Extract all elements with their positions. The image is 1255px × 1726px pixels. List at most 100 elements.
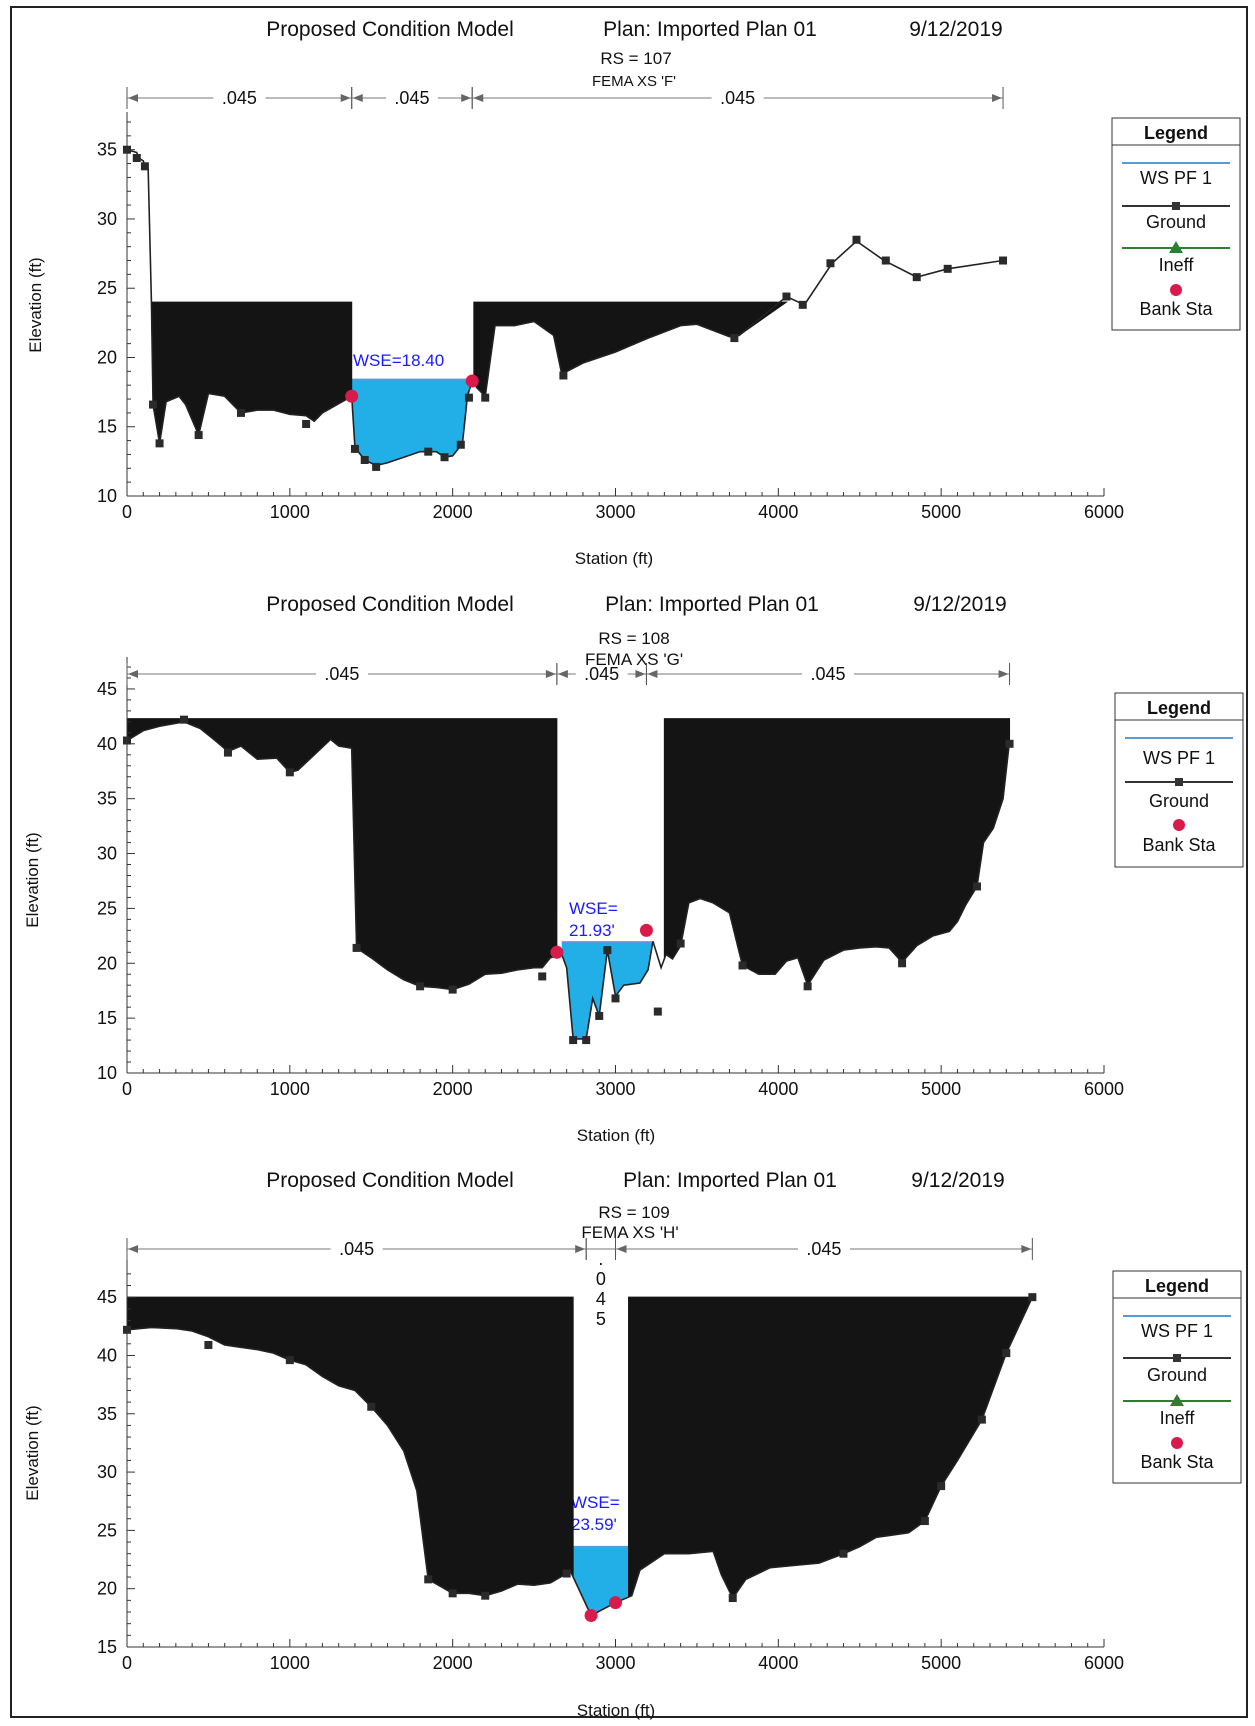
ground-point — [350, 444, 359, 453]
cross-section-chart-rs-108: Proposed Condition Model Plan: Imported … — [23, 593, 1244, 1145]
ground-point — [803, 982, 812, 991]
ground-point — [730, 334, 739, 343]
chart-x-axis-label: Station (ft) — [577, 1126, 655, 1145]
water-surface-fill — [569, 1546, 632, 1616]
x-tick-label: 0 — [122, 502, 132, 522]
page-border — [10, 6, 1248, 1718]
y-tick-label: 20 — [97, 953, 117, 973]
ground-point — [603, 946, 612, 955]
ground-point — [367, 1402, 376, 1411]
chart-rs-label: RS = 108 — [598, 629, 669, 648]
y-tick-label: 35 — [97, 1404, 117, 1424]
ground-point — [852, 235, 861, 244]
ground-point — [839, 1549, 848, 1558]
n-value-arrow — [128, 94, 138, 102]
n-value-label: 5 — [596, 1309, 606, 1329]
chart-header-plan: Plan: Imported Plan 01 — [603, 18, 817, 41]
n-value-label: .045 — [324, 664, 359, 684]
wse-label: WSE=18.40 — [353, 351, 444, 370]
n-value-label: .045 — [222, 88, 257, 108]
legend-ws-label: WS PF 1 — [1141, 1321, 1213, 1341]
wse-label-line-2: 21.93' — [569, 921, 615, 940]
bank-station-marker — [465, 374, 479, 388]
ground-point — [440, 453, 449, 462]
n-value-label: .045 — [339, 1239, 374, 1259]
ground-point — [782, 292, 791, 301]
ground-point — [943, 264, 952, 273]
ground-point — [302, 419, 311, 428]
x-tick-label: 4000 — [758, 1653, 798, 1673]
chart-y-axis-label: Elevation (ft) — [23, 1405, 42, 1500]
x-tick-label: 6000 — [1084, 1079, 1124, 1099]
water-surface-fill — [561, 942, 653, 1039]
y-tick-label: 15 — [97, 417, 117, 437]
ground-point — [448, 985, 457, 994]
chart-header-plan: Plan: Imported Plan 01 — [605, 593, 819, 616]
chart-rs-label: RS = 107 — [600, 49, 671, 68]
ground-point — [194, 431, 203, 440]
bank-station-marker — [609, 1596, 622, 1610]
ground-point — [972, 882, 981, 891]
y-tick-label: 20 — [97, 347, 117, 367]
legend-ineff-marker — [1169, 241, 1183, 253]
cross-section-chart-rs-107: Proposed Condition Model Plan: Imported … — [26, 18, 1241, 568]
bank-station-marker — [639, 923, 653, 937]
plot-area: 0 1000 2000 3000 4000 5000 600015202530354045.… — [97, 1238, 1124, 1673]
n-value-arrow — [128, 670, 138, 678]
legend-bank-marker — [1171, 1437, 1183, 1449]
ground-point — [179, 715, 188, 724]
chart-header-date: 9/12/2019 — [913, 593, 1006, 616]
n-value-arrow — [998, 670, 1009, 678]
n-value-label: 0 — [596, 1269, 606, 1289]
n-value-label: .045 — [720, 88, 755, 108]
n-value-arrow — [635, 670, 646, 678]
ground-line — [126, 721, 1011, 1040]
y-tick-label: 30 — [97, 1462, 117, 1482]
ground-point — [140, 162, 149, 171]
y-tick-label: 25 — [97, 278, 117, 298]
ground-point — [676, 939, 685, 948]
ground-point — [653, 1007, 662, 1016]
ground-point — [448, 1589, 457, 1598]
legend-ground-label: Ground — [1149, 791, 1209, 811]
legend-ineff-label: Ineff — [1159, 255, 1195, 275]
x-tick-label: 0 — [122, 1079, 132, 1099]
x-tick-label: 5000 — [921, 1079, 961, 1099]
ground-point — [360, 455, 369, 464]
ground-point — [898, 959, 907, 968]
y-tick-label: 45 — [97, 679, 117, 699]
legend-title: Legend — [1145, 1276, 1209, 1296]
ground-point — [611, 994, 620, 1003]
legend: Legend WS PF 1 Ground Ineff Bank Sta — [1111, 117, 1241, 331]
y-tick-label: 10 — [97, 1063, 117, 1083]
bank-station-marker — [584, 1609, 598, 1623]
ground-point — [464, 393, 473, 402]
water-surface-fill — [351, 379, 473, 466]
y-tick-label: 15 — [97, 1008, 117, 1028]
y-tick-label: 25 — [97, 898, 117, 918]
ground-point — [1002, 1349, 1011, 1358]
legend-title: Legend — [1144, 123, 1208, 143]
ground-point — [132, 154, 141, 163]
n-value-arrow — [1021, 1245, 1032, 1253]
ground-point — [456, 440, 465, 449]
legend-title: Legend — [1147, 698, 1211, 718]
n-value-label: . — [598, 1249, 603, 1269]
ground-point — [155, 439, 164, 448]
x-tick-label: 0 — [122, 1653, 132, 1673]
legend-ground-marker — [1173, 1354, 1181, 1362]
ineffective-flow-area — [126, 1296, 574, 1597]
ground-point — [977, 1415, 986, 1424]
x-tick-label: 1000 — [270, 1653, 310, 1673]
bank-station-marker — [550, 945, 564, 959]
y-tick-label: 30 — [97, 209, 117, 229]
plot-area: 0 1000 2000 3000 4000 5000 6000 10 15 20 25 30 35 40 4… — [97, 657, 1124, 1099]
n-value-arrow — [992, 94, 1003, 102]
x-tick-label: 4000 — [758, 502, 798, 522]
legend-bank-marker — [1173, 819, 1185, 831]
ground-point — [937, 1482, 946, 1491]
y-tick-label: 30 — [97, 844, 117, 864]
ground-point — [424, 1575, 433, 1584]
x-tick-label: 2000 — [433, 502, 473, 522]
ineffective-flow-area — [663, 718, 1011, 987]
